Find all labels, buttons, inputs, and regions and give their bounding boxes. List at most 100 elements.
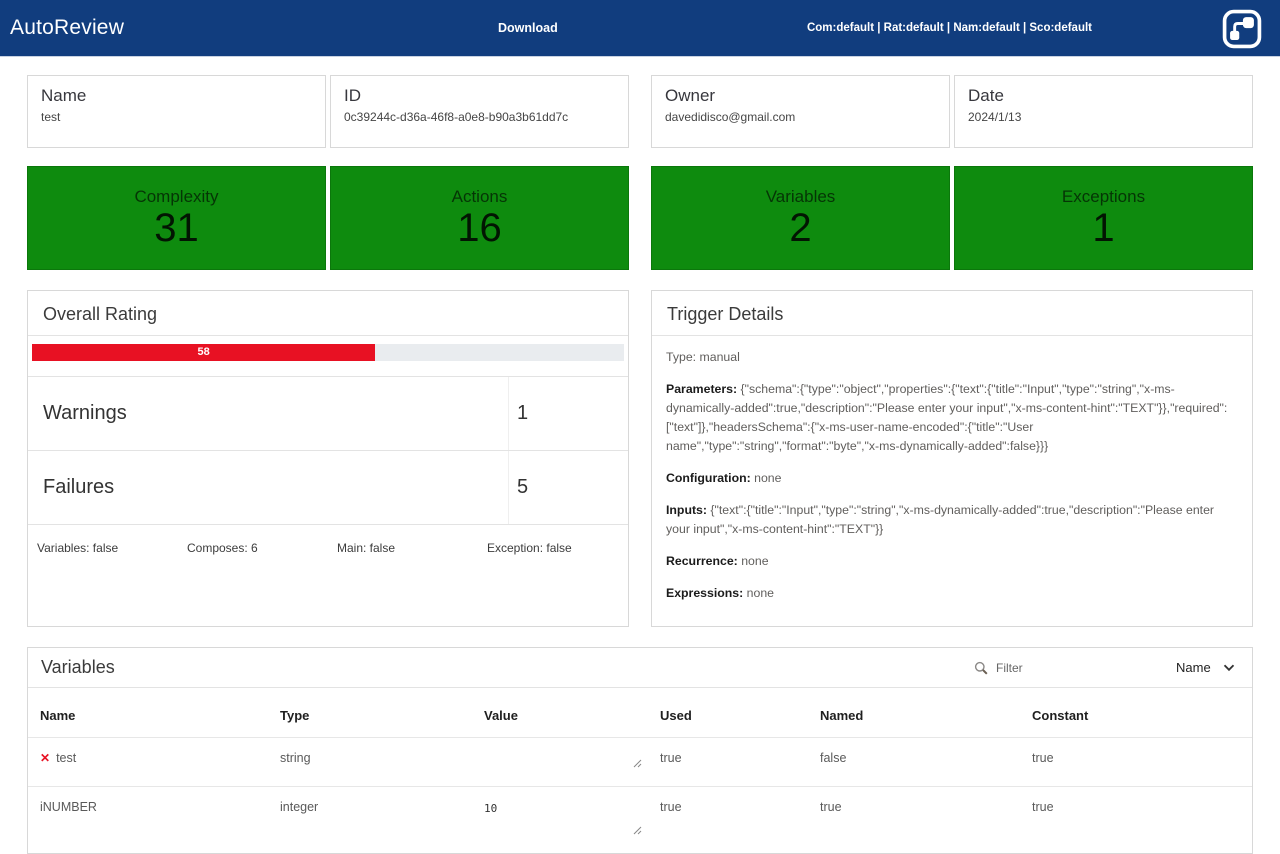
trigger-type-label: Type: [666, 350, 697, 364]
actions-metric: Actions 16 [330, 166, 629, 270]
warnings-row: Warnings 1 [28, 376, 628, 450]
trigger-expressions-field: Expressions: none [666, 584, 1238, 603]
trigger-configuration-label: Configuration: [666, 471, 751, 486]
trigger-details-body: Type: manual Parameters: {"schema":{"typ… [652, 336, 1252, 626]
error-x-icon: ✕ [40, 751, 51, 766]
trigger-parameters-label: Parameters: [666, 382, 738, 397]
table-row: ✕ test string true [28, 737, 1252, 787]
trigger-configuration-value: none [754, 471, 782, 486]
trigger-inputs-value: {"text":{"title":"Input","type":"string"… [666, 503, 1215, 537]
name-card-value: test [41, 110, 61, 124]
variable-type: string [268, 737, 472, 787]
complexity-metric-value: 31 [154, 206, 199, 250]
trigger-type-field: Type: manual [666, 348, 1238, 367]
trigger-configuration-field: Configuration: none [666, 469, 1238, 488]
config-status-text: Com:default | Rat:default | Nam:default … [806, 22, 1092, 34]
resize-grip-icon[interactable] [633, 757, 642, 771]
trigger-inputs-field: Inputs: {"text":{"title":"Input","type":… [666, 501, 1238, 539]
rating-footer-composes: Composes: 6 [187, 541, 258, 555]
trigger-details-panel: Trigger Details Type: manual Parameters:… [651, 290, 1253, 628]
variable-name: iNUMBER [40, 800, 97, 815]
col-header-used: Used [660, 708, 692, 724]
name-card-label: Name [41, 86, 87, 105]
owner-card-value: davedidisco@gmail.com [665, 110, 796, 124]
trigger-recurrence-label: Recurrence: [666, 554, 738, 569]
complexity-metric: Complexity 31 [27, 166, 326, 270]
trigger-parameters-value: {"schema":{"type":"object","properties":… [666, 382, 1228, 454]
variables-metric-label: Variables [765, 187, 836, 206]
table-row: iNUMBER integer 10 true [28, 786, 1252, 854]
overall-rating-panel: Overall Rating 58 Warnings 1 Failures 5 … [27, 290, 629, 628]
warnings-value: 1 [508, 377, 628, 450]
metric-tiles-row: Complexity 31 Actions 16 Variables 2 Exc… [27, 166, 1253, 270]
chevron-down-icon [1223, 664, 1235, 672]
resize-grip-icon[interactable] [633, 824, 642, 838]
flow-logo-icon[interactable] [1220, 7, 1264, 51]
filter-input[interactable] [994, 659, 1118, 676]
variable-named: false [808, 737, 1020, 787]
variable-used: true [648, 737, 808, 787]
col-header-value: Value [484, 708, 518, 724]
variables-metric-value: 2 [789, 206, 812, 250]
name-card: Name test [27, 75, 326, 148]
filter-box [974, 659, 1118, 676]
col-header-name: Name [40, 708, 76, 724]
sort-select[interactable]: Name [1176, 660, 1213, 676]
variable-type: integer [268, 786, 472, 854]
page-content: Name test ID 0c39244c-d36a-46f8-a0e8-b90… [0, 57, 1280, 854]
owner-card: Owner davedidisco@gmail.com [651, 75, 950, 148]
rating-rows: Warnings 1 Failures 5 [28, 376, 628, 524]
variables-metric: Variables 2 [651, 166, 950, 270]
variable-constant: true [1020, 786, 1252, 854]
rating-progress-bar: 58 [32, 344, 376, 361]
complexity-metric-label: Complexity [134, 187, 219, 206]
variables-panel: Variables Name [27, 647, 1253, 854]
variables-table-header-row: Name Type Value Used Named Constant [28, 688, 1252, 738]
col-header-constant: Constant [1032, 708, 1089, 724]
failures-value: 5 [508, 451, 628, 524]
info-cards-row: Name test ID 0c39244c-d36a-46f8-a0e8-b90… [27, 75, 1253, 148]
trigger-expressions-value: none [746, 586, 775, 601]
trigger-details-title: Trigger Details [652, 291, 1252, 336]
top-navbar: AutoReview Download Com:default | Rat:de… [0, 0, 1280, 57]
sort-dropdown[interactable]: Name [1176, 660, 1239, 676]
variable-name: test [56, 751, 77, 766]
date-card-value: 2024/1/13 [968, 110, 1022, 124]
download-link[interactable]: Download [498, 21, 558, 35]
variable-named: true [808, 786, 1020, 854]
rating-footer-variables: Variables: false [37, 541, 119, 555]
col-header-named: Named [820, 708, 864, 724]
exceptions-metric: Exceptions 1 [954, 166, 1253, 270]
overall-rating-title: Overall Rating [28, 291, 628, 336]
trigger-recurrence-field: Recurrence: none [666, 552, 1238, 571]
trigger-inputs-label: Inputs: [666, 503, 707, 518]
trigger-parameters-field: Parameters: {"schema":{"type":"object","… [666, 380, 1238, 456]
id-card-label: ID [344, 86, 361, 105]
warnings-label: Warnings [43, 402, 127, 424]
exceptions-metric-value: 1 [1092, 206, 1115, 250]
col-header-type: Type [280, 708, 310, 724]
variables-table: Name Type Value Used Named Constant ✕ tes… [28, 688, 1252, 854]
trigger-type-value: manual [699, 350, 740, 364]
app-brand[interactable]: AutoReview [10, 16, 125, 39]
variable-value [484, 751, 642, 753]
date-card: Date 2024/1/13 [954, 75, 1253, 148]
rating-footer: Variables: false Composes: 6 Main: false… [28, 524, 628, 577]
rating-footer-main: Main: false [337, 541, 396, 555]
variables-header: Variables Name [28, 648, 1252, 689]
variable-constant: true [1020, 737, 1252, 787]
trigger-recurrence-value: none [741, 554, 769, 569]
value-textarea[interactable] [484, 751, 642, 773]
exceptions-metric-label: Exceptions [1061, 187, 1146, 206]
id-card-value: 0c39244c-d36a-46f8-a0e8-b90a3b61dd7c [344, 110, 569, 124]
variable-value: 10 [484, 802, 498, 816]
search-icon [974, 661, 988, 675]
rating-footer-exception: Exception: false [487, 541, 572, 555]
actions-metric-value: 16 [457, 206, 502, 250]
value-textarea[interactable]: 10 [484, 800, 642, 840]
variables-title: Variables [41, 657, 115, 678]
id-card: ID 0c39244c-d36a-46f8-a0e8-b90a3b61dd7c [330, 75, 629, 148]
owner-card-label: Owner [665, 86, 716, 105]
variable-used: true [648, 786, 808, 854]
date-card-label: Date [968, 86, 1004, 105]
